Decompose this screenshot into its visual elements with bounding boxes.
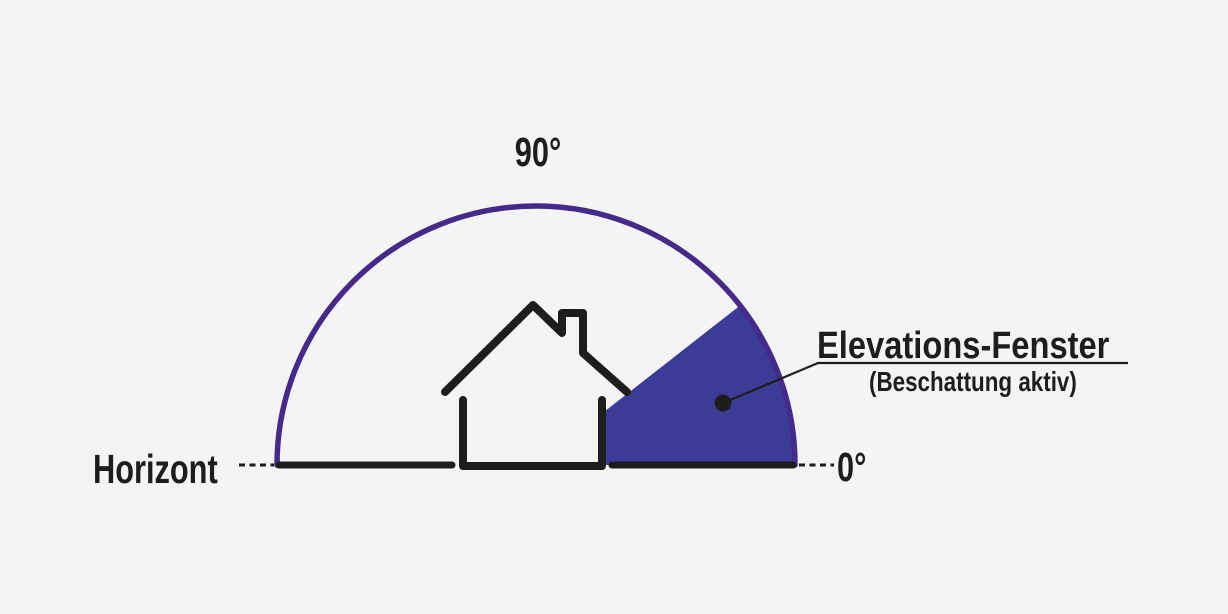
zero-angle-label: 0°	[837, 444, 867, 490]
house-body-mask	[462, 398, 603, 467]
zenith-angle-label: 90°	[514, 129, 562, 175]
house-roof-outline	[441, 301, 631, 396]
house-roof-mask	[444, 305, 627, 394]
elevation-arc	[274, 203, 798, 468]
callout-subtitle-text: (Beschattung aktiv)	[868, 366, 1077, 397]
horizon-label: Horizont	[93, 446, 218, 492]
callout-leader-line	[722, 361, 1128, 405]
callout-dot	[714, 394, 732, 412]
callout-subtitle: (Beschattung aktiv)	[817, 368, 1128, 396]
house-icon	[441, 301, 631, 470]
callout-title: Elevations-Fenster	[817, 325, 1110, 367]
house-walls-outline	[459, 396, 606, 470]
